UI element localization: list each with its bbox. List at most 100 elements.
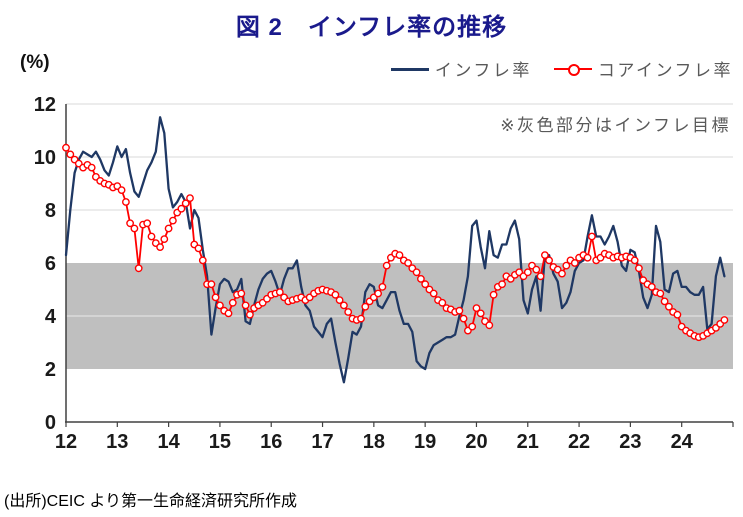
core-inflation-marker bbox=[485, 321, 494, 330]
core-inflation-marker bbox=[635, 264, 643, 273]
core-inflation-marker bbox=[168, 216, 177, 225]
core-inflation-marker bbox=[472, 304, 481, 312]
core-inflation-marker bbox=[455, 306, 464, 315]
x-tick-label: 23 bbox=[619, 431, 641, 453]
y-tick-label: 0 bbox=[45, 412, 56, 434]
legend-label-inflation: インフレ率 bbox=[434, 61, 532, 80]
core-inflation-marker bbox=[523, 268, 532, 277]
core-inflation-marker bbox=[237, 289, 246, 298]
core-inflation-marker bbox=[126, 219, 135, 228]
core-inflation-marker bbox=[545, 256, 553, 265]
core-inflation-marker bbox=[211, 293, 220, 302]
inflation-line bbox=[64, 116, 726, 384]
core-inflation-marker bbox=[720, 316, 729, 324]
y-tick-label: 2 bbox=[45, 359, 56, 381]
core-inflation-marker bbox=[583, 253, 592, 262]
core-inflation-marker bbox=[558, 269, 566, 278]
core-inflation-marker bbox=[476, 309, 485, 318]
x-tick-label: 14 bbox=[157, 431, 180, 453]
core-inflation-marker bbox=[541, 251, 549, 260]
legend-label-core-inflation: コアインフレ率 bbox=[597, 61, 733, 80]
core-inflation-marker-sample bbox=[567, 63, 580, 76]
inflation-line-swatch bbox=[390, 62, 429, 76]
core-inflation-marker bbox=[357, 314, 365, 323]
x-tick-label: 17 bbox=[311, 431, 333, 453]
core-inflation-marker bbox=[536, 272, 545, 281]
legend-item-inflation: インフレ率 bbox=[390, 56, 532, 81]
core-inflation-marker bbox=[588, 232, 596, 241]
core-inflation-marker bbox=[156, 243, 165, 252]
core-inflation-marker bbox=[378, 282, 387, 291]
core-inflation-marker bbox=[177, 204, 186, 213]
y-tick-label: 10 bbox=[34, 147, 56, 169]
x-tick-label: 15 bbox=[209, 431, 231, 453]
core-inflation-marker bbox=[404, 259, 412, 267]
core-inflation-marker bbox=[562, 261, 571, 270]
core-inflation-marker bbox=[207, 280, 216, 289]
core-inflation-marker bbox=[498, 280, 506, 289]
core-inflation-marker bbox=[215, 301, 224, 310]
core-inflation-marker bbox=[194, 244, 203, 253]
x-tick-label: 12 bbox=[55, 431, 77, 453]
y-axis-unit-label: (%) bbox=[20, 52, 50, 73]
x-tick-label: 16 bbox=[260, 431, 282, 453]
x-tick-label: 13 bbox=[106, 431, 128, 453]
core-inflation-marker bbox=[416, 274, 425, 283]
y-tick-label: 12 bbox=[34, 94, 56, 116]
core-inflation-marker bbox=[647, 282, 656, 291]
x-tick-label: 18 bbox=[363, 431, 385, 453]
core-inflation-marker bbox=[395, 251, 404, 260]
core-inflation-marker bbox=[459, 314, 468, 323]
legend-item-core-inflation: コアインフレ率 bbox=[553, 56, 733, 81]
core-inflation-marker bbox=[468, 322, 477, 331]
core-inflation-marker bbox=[143, 219, 152, 228]
core-inflation-marker bbox=[421, 280, 430, 289]
core-inflation-marker bbox=[344, 308, 353, 316]
core-inflation-marker bbox=[382, 261, 391, 270]
core-inflation-marker bbox=[62, 143, 70, 152]
x-tick-label: 22 bbox=[568, 431, 590, 453]
x-tick-label: 19 bbox=[414, 431, 436, 453]
x-tick-label: 20 bbox=[465, 431, 487, 453]
core-inflation-marker bbox=[570, 259, 579, 267]
core-inflation-marker bbox=[275, 288, 284, 296]
core-inflation-marker bbox=[160, 235, 169, 244]
core-inflation-marker bbox=[532, 265, 541, 274]
core-inflation-marker bbox=[335, 296, 344, 304]
legend: インフレ率 コアインフレ率 bbox=[390, 56, 733, 81]
core-inflation-marker bbox=[181, 199, 190, 208]
core-inflation-marker bbox=[224, 309, 233, 318]
chart-title: 図 2 インフレ率の推移 bbox=[235, 14, 508, 41]
core-inflation-marker bbox=[134, 264, 143, 273]
core-inflation-marker bbox=[66, 150, 75, 159]
core-inflation-marker bbox=[665, 302, 673, 311]
core-inflation-marker bbox=[630, 256, 639, 265]
core-inflation-marker bbox=[339, 301, 348, 310]
x-tick-label: 21 bbox=[517, 431, 539, 453]
core-inflation-marker bbox=[245, 310, 254, 319]
core-inflation-line-swatch bbox=[553, 62, 592, 76]
core-inflation-marker bbox=[374, 289, 382, 298]
core-inflation-marker bbox=[164, 224, 173, 233]
core-inflation-marker bbox=[489, 290, 498, 299]
core-inflation-marker bbox=[198, 256, 207, 265]
core-inflation-marker bbox=[429, 289, 438, 298]
core-inflation-marker bbox=[186, 194, 194, 203]
core-inflation-marker bbox=[87, 163, 96, 172]
core-inflation-marker bbox=[660, 297, 669, 306]
core-inflation-marker bbox=[117, 186, 126, 195]
core-inflation-marker bbox=[130, 224, 139, 233]
core-inflation-marker bbox=[241, 301, 250, 310]
core-inflation-marker bbox=[147, 232, 156, 241]
y-tick-label: 6 bbox=[45, 253, 56, 275]
core-inflation-marker bbox=[331, 290, 340, 299]
target-band-note: ※灰色部分はインフレ目標 bbox=[500, 116, 731, 135]
core-inflation-marker bbox=[228, 298, 237, 307]
core-inflation-marker bbox=[656, 289, 665, 298]
core-inflation-marker bbox=[412, 268, 421, 277]
core-inflation-marker bbox=[438, 298, 447, 307]
y-tick-label: 4 bbox=[45, 306, 57, 328]
x-tick-label: 24 bbox=[671, 431, 694, 453]
